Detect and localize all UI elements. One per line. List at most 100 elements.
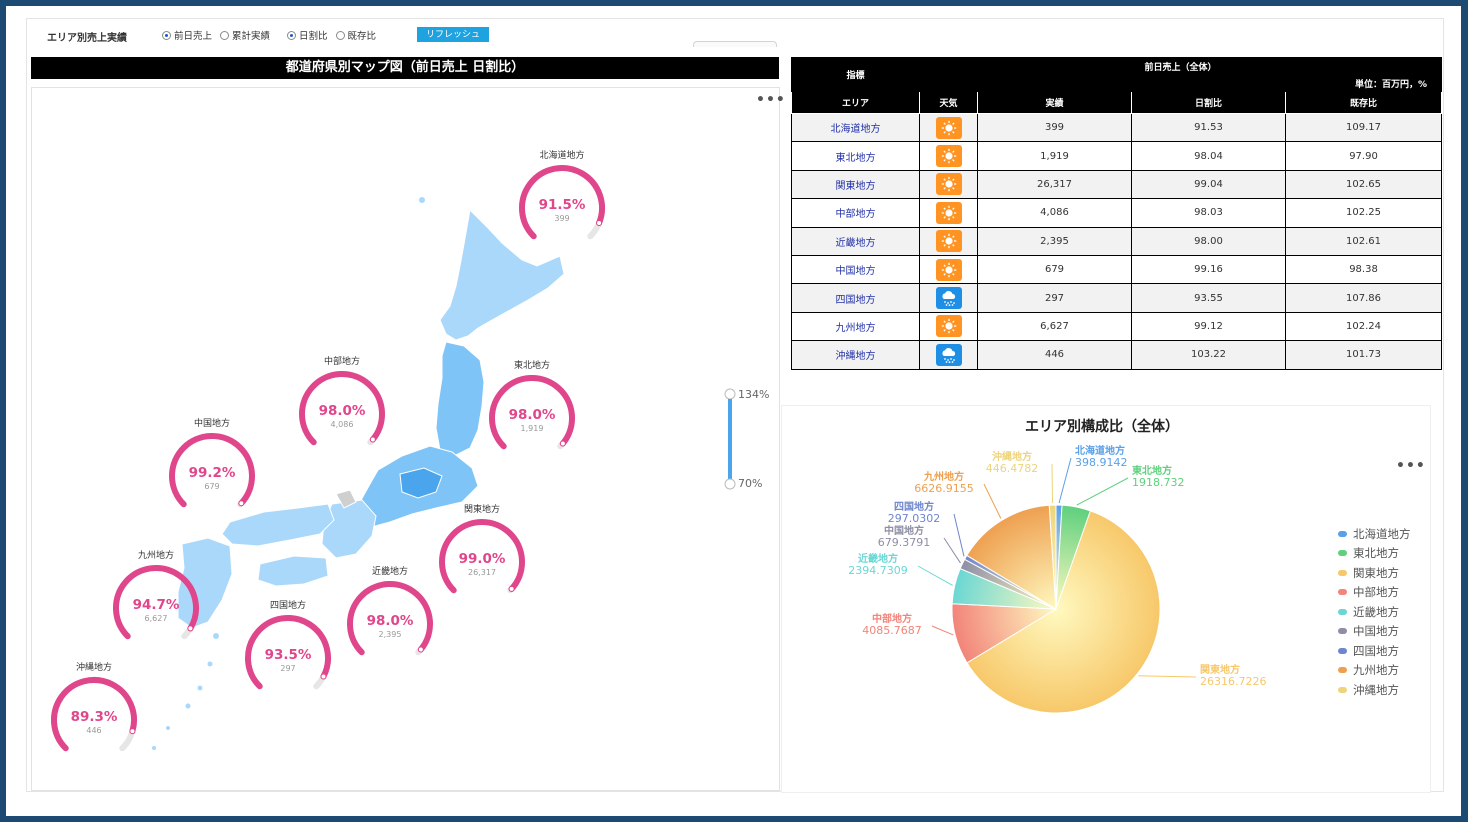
pie-leader-line	[917, 565, 953, 586]
radio-existing-ratio[interactable]: 既存比	[335, 28, 376, 42]
refresh-button[interactable]: リフレッシュ	[417, 27, 489, 42]
legend-item[interactable]: 東北地方	[1338, 544, 1411, 564]
cell-area[interactable]: 沖縄地方	[791, 340, 920, 370]
gauge-arc	[245, 615, 331, 690]
cell-weather	[919, 340, 978, 370]
radio-dot[interactable]	[287, 30, 296, 40]
toolbar: エリア別売上実績 前日売上 累計実績 日割比 既存比 リフレッシュ	[27, 19, 1443, 47]
legend-swatch	[1338, 667, 1347, 674]
cell-weather	[919, 283, 978, 313]
cell-area[interactable]: 九州地方	[791, 311, 920, 342]
pie-label-name: 沖縄地方	[992, 450, 1032, 463]
gauge-7[interactable]: 四国地方 93.5%297	[245, 599, 331, 690]
gauge-region-label: 沖縄地方	[76, 661, 112, 673]
radio-cumulative[interactable]: 累計実績	[220, 28, 270, 42]
gauge-4[interactable]: 関東地方 99.0%26,317	[439, 503, 525, 594]
radio-label: 累計実績	[232, 31, 271, 42]
gauge-end-dot	[417, 646, 424, 653]
cell-area[interactable]: 北海道地方	[791, 112, 920, 143]
pie-label-value: 679.3791	[878, 536, 931, 549]
header-unit: 単位：百万円，%	[918, 75, 1443, 92]
legend-item[interactable]: 四国地方	[1338, 641, 1411, 661]
legend-label: 九州地方	[1353, 663, 1399, 678]
gauge-percent: 99.2%	[189, 465, 236, 481]
tohoku-shape[interactable]	[435, 341, 485, 457]
pie-more-menu-icon[interactable]: •••	[1396, 458, 1426, 474]
sun-icon	[935, 116, 962, 139]
table-row: 中部地方 4,086 98.03 102.25	[791, 198, 1443, 228]
pie-label-value: 1918.732	[1132, 476, 1185, 489]
cell-area[interactable]: 関東地方	[791, 169, 920, 200]
pie-slice[interactable]	[966, 510, 1161, 714]
gauge-6[interactable]: 九州地方 94.7%6,627	[113, 549, 199, 640]
cell-weather	[919, 226, 978, 256]
pie-label-name: 中国地方	[884, 524, 924, 537]
cell-weather	[919, 141, 978, 171]
radio-dot[interactable]	[220, 30, 230, 40]
col-existing-ratio[interactable]: 既存比	[1284, 91, 1443, 114]
legend-item[interactable]: 九州地方	[1338, 661, 1411, 681]
gauge-5[interactable]: 近畿地方 98.0%2,395	[347, 565, 433, 656]
scale-max-label: 134%	[738, 388, 769, 401]
legend-item[interactable]: 中部地方	[1338, 583, 1411, 603]
kanto-deep-shape[interactable]	[399, 467, 443, 499]
legend-item[interactable]: 中国地方	[1338, 622, 1411, 642]
map-more-menu-icon[interactable]: •••	[756, 92, 786, 108]
cell-actual: 297	[977, 283, 1132, 313]
radio-daily-ratio[interactable]: 日割比	[287, 28, 328, 42]
legend-item[interactable]: 北海道地方	[1338, 524, 1411, 544]
legend-item[interactable]: 近畿地方	[1338, 602, 1411, 622]
japan-map: 134%70%北海道地方91.5%399東北地方98.0%1,919中部地方98…	[51, 149, 769, 752]
pie-legend: 北海道地方 東北地方 関東地方 中部地方 近畿地方中国地方四国地方九州地方沖縄地方	[1338, 524, 1411, 700]
pie-slice[interactable]	[966, 504, 1057, 610]
radio-dot[interactable]	[162, 30, 171, 40]
gauge-value: 399	[554, 214, 569, 223]
island-shape	[207, 661, 213, 667]
legend-label: 四国地方	[1353, 643, 1399, 658]
collapse-handle[interactable]	[693, 41, 777, 47]
map-panel: ••• 134% 70% 北海道地方 91.5% 399 東北地方 98.0% 1,919 中部…	[31, 87, 785, 791]
gauge-1[interactable]: 東北地方 98.0%1,919	[489, 359, 575, 450]
chugoku-shape[interactable]	[221, 503, 335, 547]
cell-area[interactable]: 中国地方	[791, 254, 920, 285]
table-row: 関東地方 26,317 99.04 102.65	[791, 169, 1443, 200]
gauge-value: 4,086	[331, 420, 354, 429]
gauge-8[interactable]: 沖縄地方 89.3%446	[51, 661, 137, 752]
gray-prefecture-shape[interactable]	[335, 489, 357, 509]
pie-panel: エリア別構成比（全体） ••• 北海道地方 398.9142 東北地方 1918.73…	[781, 405, 1431, 793]
col-actual[interactable]: 実績	[977, 91, 1132, 114]
legend-item[interactable]: 関東地方	[1338, 563, 1411, 583]
gauge-2[interactable]: 中部地方 98.0%4,086	[299, 355, 385, 446]
col-area[interactable]: エリア	[791, 91, 920, 114]
cell-actual: 2,395	[977, 226, 1132, 256]
legend-item[interactable]: 沖縄地方	[1338, 680, 1411, 700]
shikoku-shape[interactable]	[257, 555, 329, 587]
radio-dot[interactable]	[335, 30, 345, 40]
cell-actual: 679	[977, 254, 1132, 285]
cell-area[interactable]: 近畿地方	[791, 226, 920, 256]
table-row: 四国地方 297 93.55 107.86	[791, 283, 1443, 313]
gauge-arc	[439, 519, 525, 594]
gauge-percent: 94.7%	[133, 597, 180, 613]
cell-area[interactable]: 中部地方	[791, 198, 920, 228]
hokkaido-shape[interactable]	[439, 208, 565, 341]
cell-area[interactable]: 四国地方	[791, 283, 920, 313]
pie-slice[interactable]	[1048, 504, 1057, 610]
cell-daily-ratio: 98.00	[1131, 226, 1286, 256]
scale-min-handle[interactable]	[724, 478, 736, 490]
radio-previous-day-sales[interactable]: 前日売上	[162, 28, 212, 42]
gauge-3[interactable]: 中国地方 99.2%679	[169, 417, 255, 508]
col-weather[interactable]: 天気	[919, 91, 978, 114]
table-row: 近畿地方 2,395 98.00 102.61	[791, 226, 1443, 256]
cell-daily-ratio: 99.16	[1131, 254, 1286, 285]
pie-label-name: 東北地方	[1132, 464, 1172, 477]
legend-label: 中国地方	[1353, 624, 1399, 639]
pie-leader-line	[931, 625, 954, 636]
kyushu-shape[interactable]	[177, 537, 233, 629]
japan-land	[152, 197, 565, 750]
scale-max-handle[interactable]	[724, 388, 736, 400]
col-daily-ratio[interactable]: 日割比	[1131, 91, 1286, 114]
gauge-arc	[113, 565, 199, 640]
gauge-0[interactable]: 北海道地方 91.5%399	[519, 149, 605, 240]
cell-area[interactable]: 東北地方	[791, 141, 920, 171]
